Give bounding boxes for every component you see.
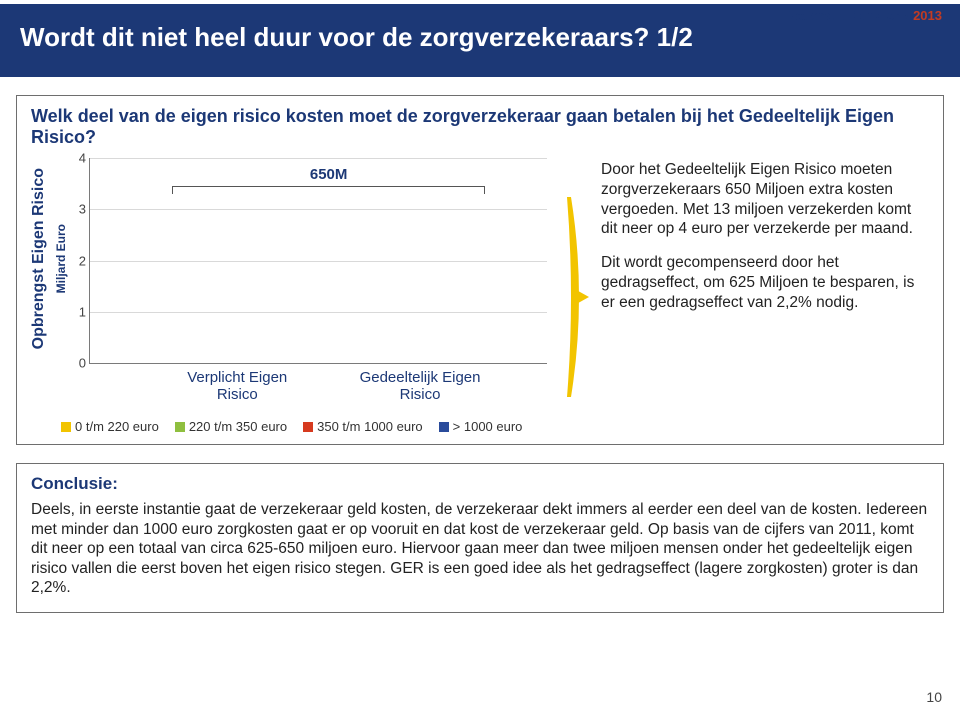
brand-name: Nationale DenkTank xyxy=(786,8,909,23)
legend-label: 0 t/m 220 euro xyxy=(75,419,159,434)
legend-item: 220 t/m 350 euro xyxy=(175,419,287,434)
y-tick: 0 xyxy=(70,356,86,371)
chart-panel: Welk deel van de eigen risico kosten moe… xyxy=(16,95,944,445)
legend-swatch xyxy=(61,422,71,432)
conclusion-body: Deels, in eerste instantie gaat de verze… xyxy=(31,500,929,598)
legend-item: > 1000 euro xyxy=(439,419,523,434)
y-tick: 4 xyxy=(70,151,86,166)
panel-subtitle: Welk deel van de eigen risico kosten moe… xyxy=(31,106,929,148)
y-tick: 1 xyxy=(70,304,86,319)
legend-swatch xyxy=(439,422,449,432)
legend-item: 0 t/m 220 euro xyxy=(61,419,159,434)
page-title: Wordt dit niet heel duur voor de zorgver… xyxy=(20,22,940,53)
legend-swatch xyxy=(303,422,313,432)
legend-label: 220 t/m 350 euro xyxy=(189,419,287,434)
legend-item: 350 t/m 1000 euro xyxy=(303,419,423,434)
legend-label: 350 t/m 1000 euro xyxy=(317,419,423,434)
x-category-label: Verplicht Eigen Risico xyxy=(172,363,302,403)
y-tick: 3 xyxy=(70,202,86,217)
wedge-icon xyxy=(565,160,593,434)
chart-plot-area: 01234650MVerplicht Eigen RisicoGedeeltel… xyxy=(89,158,547,364)
bar-chart: Opbrengst Eigen Risico Miljard Euro 0123… xyxy=(31,154,551,434)
explanation-p2: Dit wordt gecompenseerd door het gedrags… xyxy=(601,253,929,312)
legend-swatch xyxy=(175,422,185,432)
chart-explanation: Door het Gedeeltelijk Eigen Risico moete… xyxy=(565,154,929,434)
brand-label: Nationale DenkTank 2013 xyxy=(786,8,942,23)
brand-year: 2013 xyxy=(913,8,942,23)
explanation-p1: Door het Gedeeltelijk Eigen Risico moete… xyxy=(601,160,929,239)
y-tick: 2 xyxy=(70,253,86,268)
annotation-bracket xyxy=(172,186,485,194)
explanation-text: Door het Gedeeltelijk Eigen Risico moete… xyxy=(601,160,929,434)
chart-legend: 0 t/m 220 euro 220 t/m 350 euro 350 t/m 10… xyxy=(61,419,551,434)
x-category-label: Gedeeltelijk Eigen Risico xyxy=(355,363,485,403)
annotation-label: 650M xyxy=(172,166,485,183)
legend-label: > 1000 euro xyxy=(453,419,523,434)
y-axis-label-outer: Opbrengst Eigen Risico xyxy=(29,154,49,364)
conclusion-heading: Conclusie: xyxy=(31,474,929,494)
page-number: 10 xyxy=(926,689,942,705)
conclusion-panel: Conclusie: Deels, in eerste instantie ga… xyxy=(16,463,944,613)
y-axis-label-inner: Miljard Euro xyxy=(53,154,69,364)
